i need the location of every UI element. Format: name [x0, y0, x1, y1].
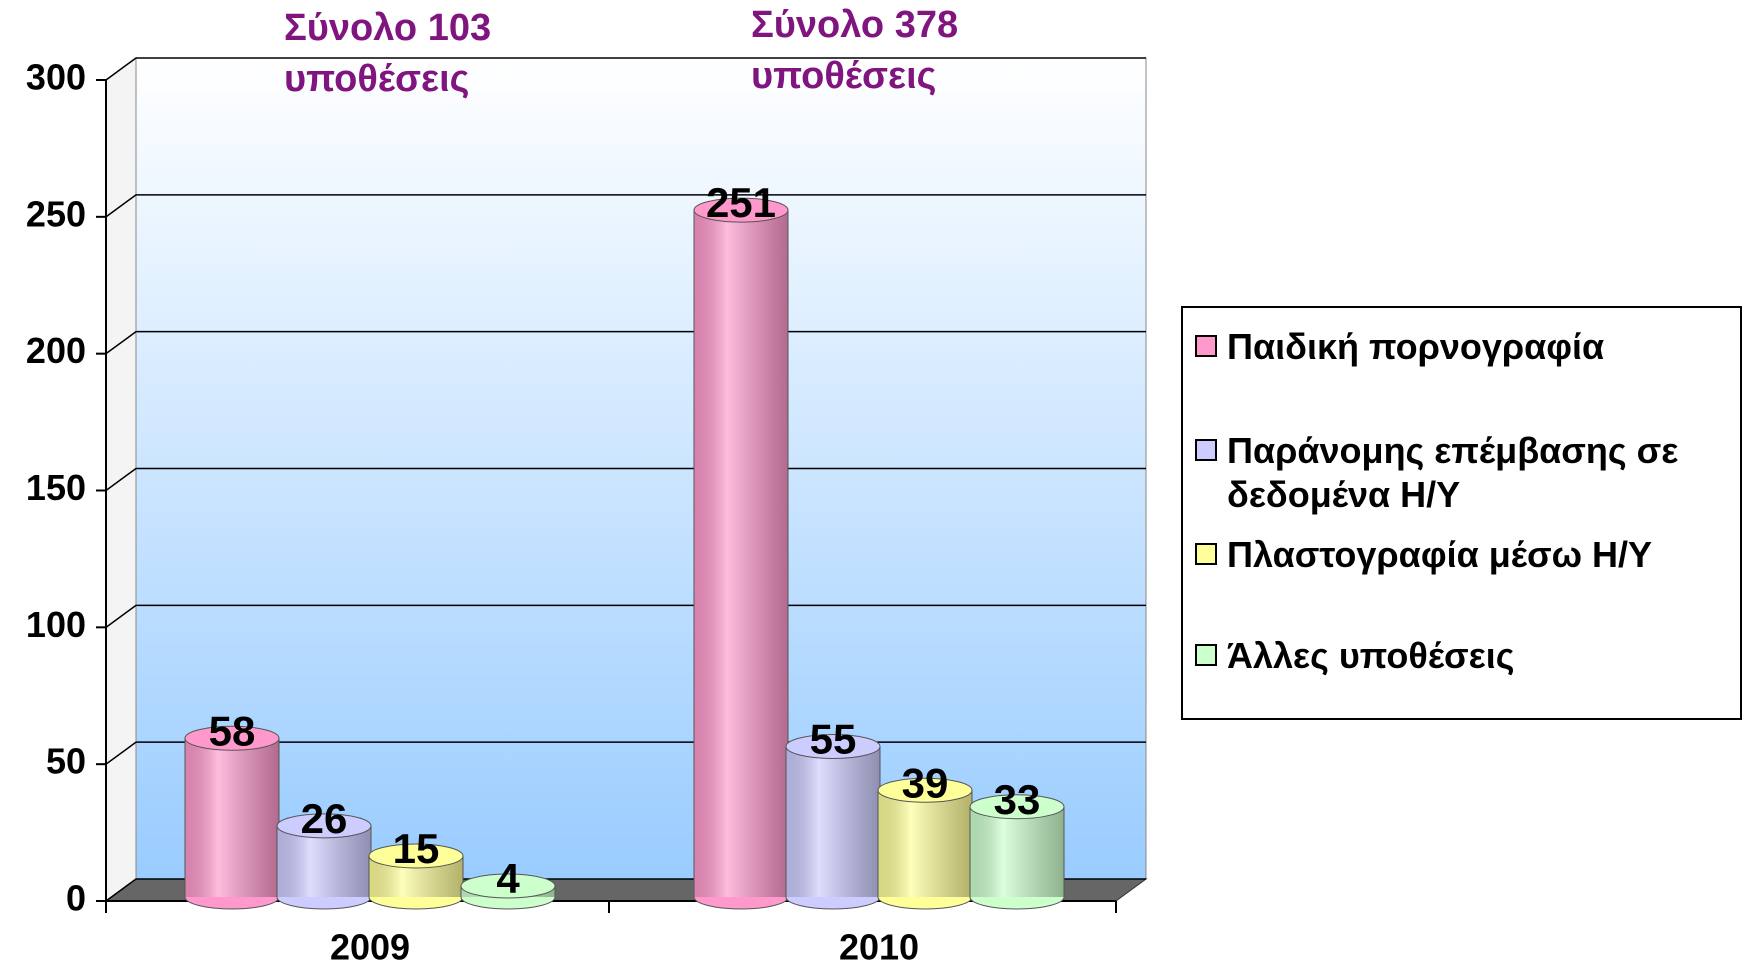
grid-line: [105, 604, 1146, 628]
legend-swatch: [1195, 543, 1217, 565]
legend-swatch: [1195, 439, 1217, 461]
bar-top: [877, 777, 973, 803]
value-label: 251: [706, 179, 776, 226]
bar-shade: [878, 790, 972, 897]
annotation: υποθέσεις: [284, 58, 469, 100]
y-tick-label: 250: [26, 193, 86, 234]
x-tick-label: 2010: [839, 927, 919, 968]
bar-top: [368, 843, 464, 869]
legend-label: Πλαστογραφία μέσω Η/Υ: [1227, 534, 1653, 575]
value-label: 4: [496, 855, 520, 902]
value-label: 26: [301, 795, 348, 842]
grid-line: [105, 194, 1146, 218]
y-tick-label: 300: [26, 57, 86, 98]
legend-label: Άλλες υποθέσεις: [1227, 635, 1515, 676]
bar-shade: [185, 738, 279, 897]
legend-label: Παιδική πορνογραφία: [1227, 326, 1605, 367]
legend-entry: Παράνομης επέμβασης σε δεδομένα Η/Υ: [1195, 429, 1740, 517]
annotation: Σύνολο 378: [751, 4, 958, 46]
bar-top: [785, 733, 881, 759]
x-tick-label: 2009: [330, 927, 410, 968]
y-tick-label: 200: [26, 330, 86, 371]
bar-top: [969, 794, 1065, 820]
value-label: 39: [902, 759, 949, 806]
legend-swatch: [1195, 335, 1217, 357]
bar-top: [184, 725, 280, 751]
annotation: Σύνολο 103: [284, 7, 491, 49]
grid-line: [105, 467, 1146, 492]
bar-top: [460, 873, 556, 899]
bar-shade: [970, 806, 1064, 897]
legend-entry: Άλλες υποθέσεις: [1195, 634, 1740, 678]
y-tick-label: 150: [26, 467, 86, 508]
bar-top: [693, 197, 789, 223]
bar-top: [276, 813, 372, 839]
legend: Παιδική πορνογραφία Παράνομης επέμβασης σ…: [1181, 306, 1742, 720]
legend-entry: Πλαστογραφία μέσω Η/Υ: [1195, 533, 1740, 577]
y-tick-label: 0: [66, 878, 86, 919]
legend-swatch: [1195, 644, 1217, 666]
legend-entry: Παιδική πορνογραφία: [1195, 325, 1740, 369]
value-label: 58: [209, 707, 256, 754]
value-label: 55: [810, 716, 857, 763]
y-tick-label: 50: [46, 741, 86, 782]
grid-line: [105, 330, 1146, 355]
value-label: 33: [994, 776, 1041, 823]
bar-shade: [786, 746, 880, 897]
legend-label: Παράνομης επέμβασης σε δεδομένα Η/Υ: [1227, 430, 1679, 515]
value-label: 15: [393, 825, 440, 872]
annotation: υποθέσεις: [751, 55, 936, 97]
y-tick-label: 100: [26, 604, 86, 645]
grid-line: [105, 57, 1146, 81]
bar-shade: [694, 210, 788, 897]
